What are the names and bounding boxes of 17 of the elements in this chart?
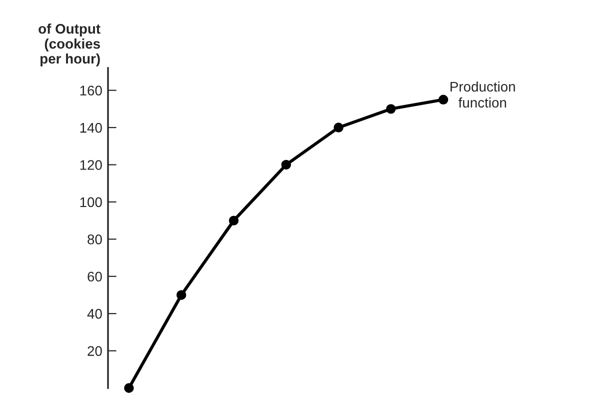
y-tick-label: 120 [80, 160, 102, 170]
y-tick-label: 160 [80, 86, 102, 96]
y-axis-title: of Output (cookies per hour) [38, 24, 100, 66]
series-label: Production function [450, 81, 515, 108]
point [228, 216, 239, 226]
y-tick-label: 100 [80, 197, 102, 208]
point [334, 122, 344, 132]
point [124, 383, 134, 393]
y-tick-label: 40 [87, 308, 102, 319]
point [281, 160, 291, 170]
y-tick-label: 20 [88, 346, 102, 356]
point [386, 104, 396, 114]
y-tick-label: 80 [88, 234, 102, 244]
point [176, 290, 186, 300]
y-tick-label: 60 [88, 272, 102, 282]
point [438, 94, 448, 104]
y-tick-label: 140 [80, 122, 102, 133]
